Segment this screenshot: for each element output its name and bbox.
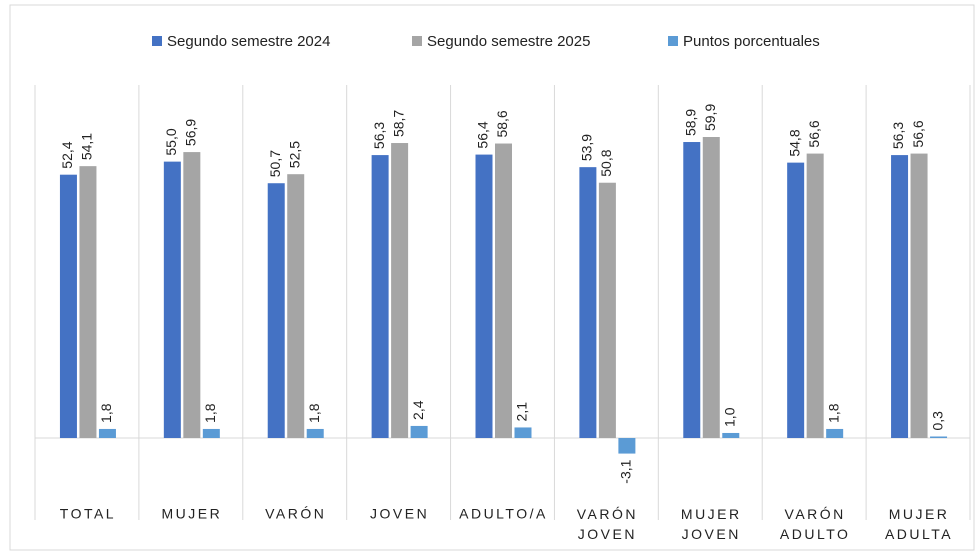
bar [391, 143, 409, 439]
data-label: 0,3 [929, 411, 945, 431]
bar [287, 174, 305, 438]
data-label: 1,8 [98, 403, 114, 423]
x-tick-label: ADULTO/A [459, 506, 548, 522]
x-tick-label: MUJER ADULTA [885, 506, 953, 542]
bar [495, 143, 512, 439]
data-label: 52,5 [286, 141, 302, 168]
bar [98, 428, 116, 438]
x-tick-label: VARÓN JOVEN [577, 506, 638, 542]
data-label: 55,0 [163, 128, 179, 155]
x-tick-label: MUJER JOVEN [681, 506, 742, 542]
data-label: -3,1 [618, 459, 634, 483]
bar [202, 428, 220, 438]
bar [722, 432, 740, 438]
bar [683, 142, 701, 439]
data-label: 56,6 [806, 120, 822, 147]
bar [930, 436, 948, 438]
data-label: 56,3 [371, 122, 387, 149]
bar [598, 182, 616, 438]
bar [787, 162, 805, 438]
bar [702, 137, 720, 438]
data-label: 1,8 [825, 403, 841, 423]
legend-swatch [412, 36, 422, 46]
data-label: 2,1 [514, 402, 530, 422]
bar [618, 438, 636, 454]
bar [79, 166, 97, 438]
data-label: 58,6 [494, 110, 510, 137]
bar [267, 183, 285, 438]
legend-swatch [152, 36, 162, 46]
bar [475, 154, 493, 438]
bar [910, 153, 928, 438]
legend-label: Puntos porcentuales [683, 33, 820, 50]
bar [410, 425, 428, 438]
data-label: 2,4 [410, 400, 426, 420]
bar [891, 155, 909, 438]
data-label: 56,3 [890, 122, 906, 149]
x-tick-label: JOVEN [370, 506, 429, 522]
data-label: 1,8 [306, 403, 322, 423]
x-tick-label: VARÓN [265, 506, 326, 522]
bar [514, 427, 532, 438]
data-label: 50,8 [598, 149, 614, 176]
data-label: 59,9 [702, 104, 718, 131]
data-label: 50,7 [267, 150, 283, 177]
data-label: 58,7 [390, 110, 406, 137]
bar [826, 428, 844, 438]
data-label: 56,6 [910, 120, 926, 147]
data-label: 58,9 [682, 109, 698, 136]
data-label: 53,9 [579, 134, 595, 161]
bar [163, 161, 181, 438]
bar [579, 167, 597, 438]
bar [806, 153, 824, 438]
x-tick-label: VARÓN ADULTO [780, 506, 851, 542]
bar [306, 428, 324, 438]
bar [371, 155, 389, 438]
data-label: 1,8 [202, 403, 218, 423]
data-label: 54,8 [786, 129, 802, 156]
x-tick-label: MUJER [161, 506, 222, 522]
data-label: 56,4 [475, 121, 491, 148]
data-label: 56,9 [183, 119, 199, 146]
legend-label: Segundo semestre 2024 [167, 33, 330, 50]
legend-swatch [668, 36, 678, 46]
data-label: 1,0 [721, 407, 737, 427]
data-label: 52,4 [59, 141, 75, 168]
bar [183, 152, 201, 438]
x-tick-label: TOTAL [60, 506, 116, 522]
legend-label: Segundo semestre 2025 [427, 33, 590, 50]
bar [59, 174, 77, 439]
data-label: 54,1 [79, 133, 95, 160]
